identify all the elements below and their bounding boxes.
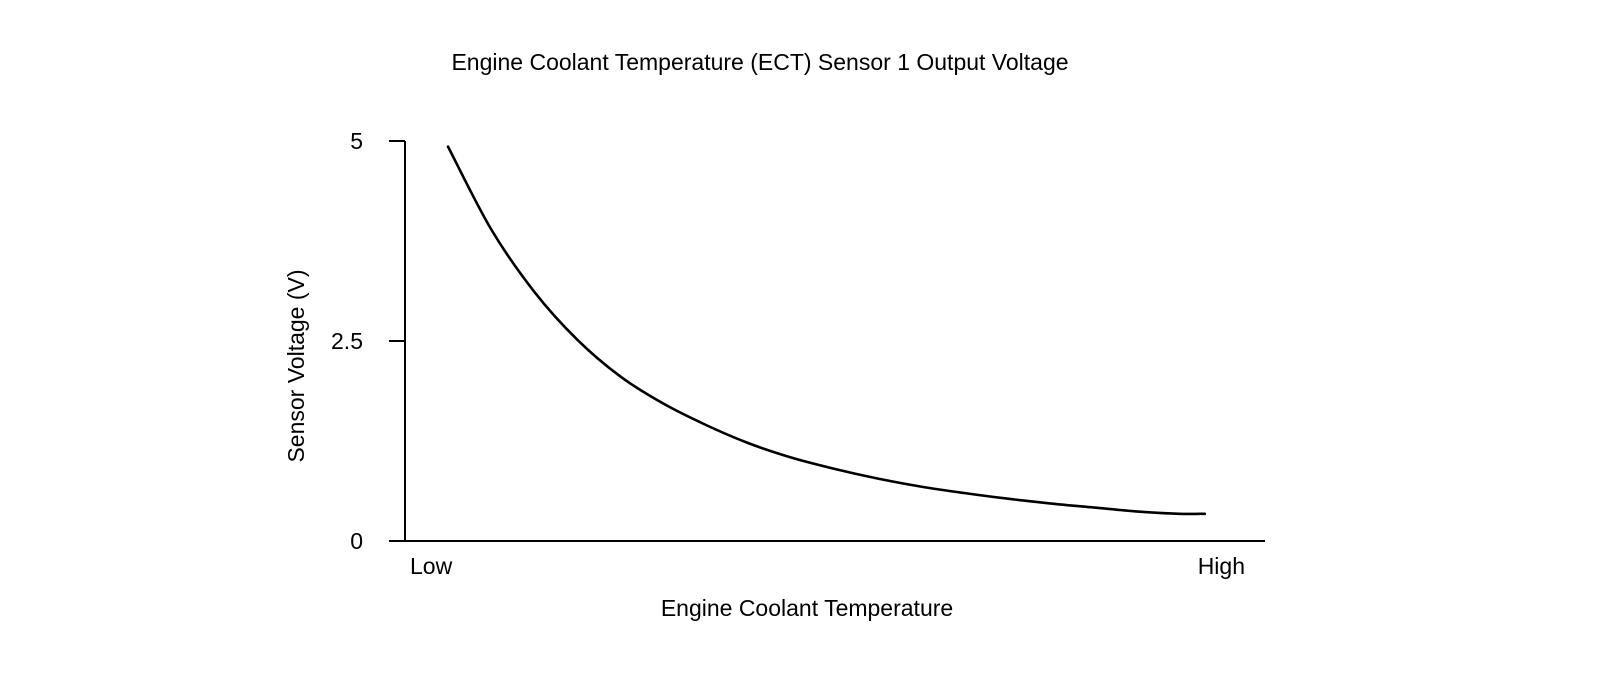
y-ticks: 02.55 <box>331 128 405 554</box>
y-tick-label-2: 5 <box>350 128 363 154</box>
y-tick-label-0: 0 <box>350 528 363 554</box>
y-axis-label: Sensor Voltage (V) <box>283 269 309 462</box>
chart-title: Engine Coolant Temperature (ECT) Sensor … <box>451 49 1068 75</box>
x-tick-label-high: High <box>1198 553 1245 579</box>
y-tick-label-1: 2.5 <box>331 328 363 354</box>
x-axis-label: Engine Coolant Temperature <box>661 595 953 621</box>
series-line <box>446 145 1207 516</box>
x-tick-label-low: Low <box>410 553 453 579</box>
